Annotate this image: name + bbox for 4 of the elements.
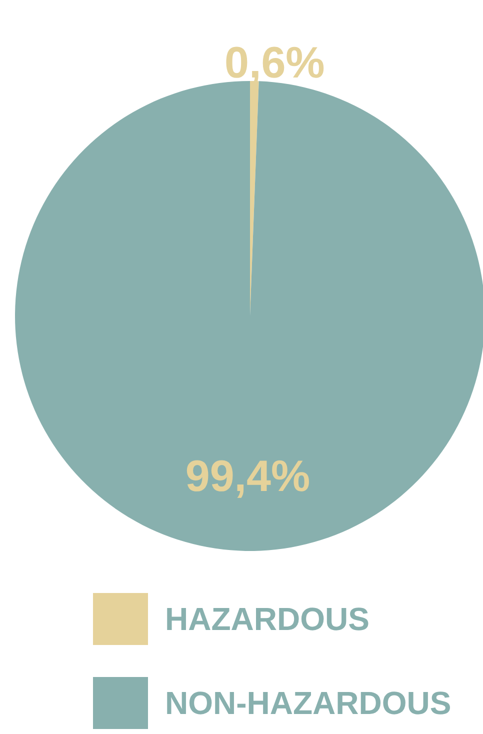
legend-label: NON-HAZARDOUS <box>165 685 452 721</box>
data-label: 99,4% <box>185 452 310 501</box>
legend-label: HAZARDOUS <box>165 601 370 637</box>
data-label: 0,6% <box>224 38 325 88</box>
